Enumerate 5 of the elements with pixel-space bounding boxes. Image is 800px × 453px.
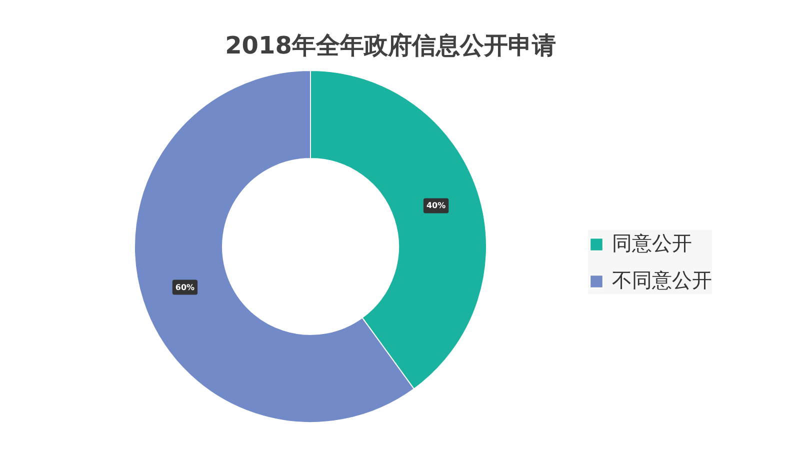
data-label: 60%	[175, 282, 195, 292]
chart-title: 2018年全年政府信息公开申请	[225, 32, 556, 60]
legend-label: 同意公开	[612, 230, 692, 257]
legend-label: 不同意公开	[612, 267, 712, 294]
data-label: 40%	[426, 201, 446, 210]
